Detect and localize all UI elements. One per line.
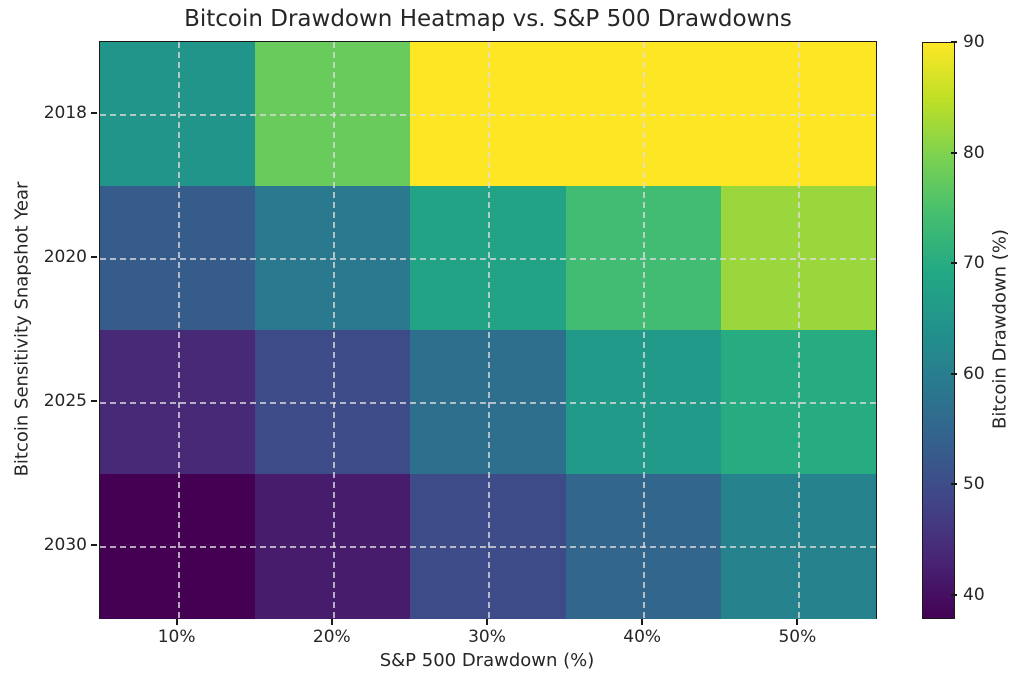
colorbar-tick-label: 60 xyxy=(963,363,985,384)
tick-mark xyxy=(641,619,644,625)
colorbar-tick-label: 80 xyxy=(963,142,985,163)
y-tick-label: 2018 xyxy=(43,103,87,123)
x-tick-label: 50% xyxy=(778,627,817,647)
gridline-vertical xyxy=(177,42,180,618)
colorbar-tick-label: 70 xyxy=(963,253,985,274)
gridline-horizontal xyxy=(100,546,876,548)
gridline-horizontal xyxy=(100,258,876,260)
chart-title: Bitcoin Drawdown Heatmap vs. S&P 500 Dra… xyxy=(184,6,792,32)
tick-mark xyxy=(91,256,97,258)
tick-mark xyxy=(91,544,97,546)
colorbar-tick-label: 40 xyxy=(963,584,985,605)
gridline-vertical xyxy=(488,42,490,618)
x-tick-label: 40% xyxy=(623,627,662,647)
tick-mark xyxy=(91,112,97,114)
tick-mark xyxy=(91,400,97,402)
gridline-horizontal xyxy=(100,402,876,404)
x-axis-label: S&P 500 Drawdown (%) xyxy=(379,650,595,671)
x-tick-label: 10% xyxy=(157,627,196,647)
heatmap-plot-area xyxy=(99,41,877,619)
colorbar-tick-label: 90 xyxy=(963,32,985,52)
tick-mark xyxy=(951,593,957,596)
tick-mark xyxy=(951,41,957,43)
colorbar xyxy=(922,42,955,619)
tick-mark xyxy=(796,619,799,625)
colorbar-tick-label: 50 xyxy=(963,474,985,495)
x-tick-label: 30% xyxy=(468,627,506,647)
gridline-horizontal xyxy=(100,114,876,116)
y-axis-label: Bitcoin Sensitivity Snapshot Year xyxy=(11,181,33,477)
y-tick-label: 2025 xyxy=(43,391,87,411)
y-tick-label: 2020 xyxy=(43,247,87,267)
gridline-vertical xyxy=(798,42,801,618)
gridline-vertical xyxy=(643,42,646,618)
tick-mark xyxy=(330,619,333,625)
tick-mark xyxy=(951,372,957,375)
tick-mark xyxy=(175,619,178,625)
tick-mark xyxy=(486,619,488,625)
x-tick-label: 20% xyxy=(312,627,351,647)
tick-mark xyxy=(951,151,957,154)
tick-mark xyxy=(951,483,957,486)
y-tick-label: 2030 xyxy=(43,535,87,555)
gridline-vertical xyxy=(332,42,335,618)
colorbar-label: Bitcoin Drawdown (%) xyxy=(989,229,1011,429)
tick-mark xyxy=(951,262,957,265)
